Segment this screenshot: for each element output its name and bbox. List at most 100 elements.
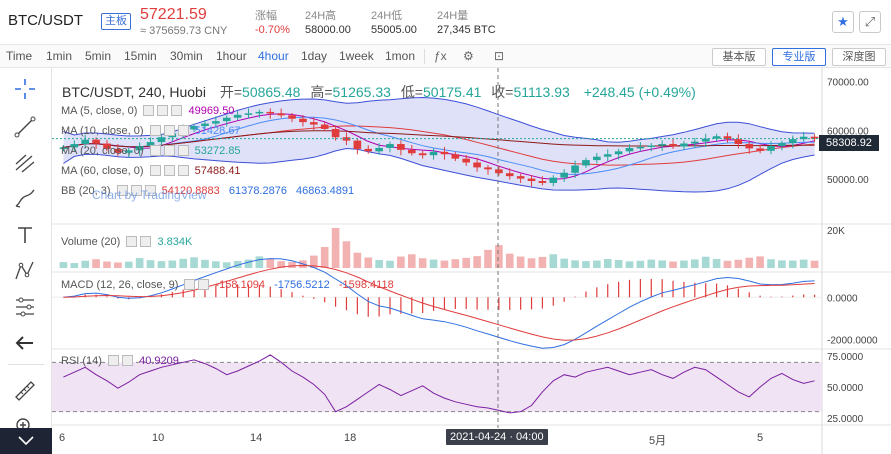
candlesticks	[52, 108, 822, 187]
favorite-star-icon[interactable]: ★	[832, 11, 854, 33]
legend-bb-upper: 61378.2876	[228, 185, 287, 197]
tf-1mon[interactable]: 1mon	[385, 49, 416, 63]
pattern-tool-icon[interactable]	[12, 258, 38, 284]
volume-bar	[647, 259, 656, 268]
volume-bar	[222, 262, 231, 268]
legend-ma20-name: MA (20, close, 0)	[61, 145, 144, 157]
chart-title-row: BTC/USDT, 240, Huobi 开=50865.48 高=51265.…	[62, 82, 696, 102]
legend-gear-icon[interactable]	[130, 185, 142, 196]
tf-1day[interactable]: 1day	[301, 49, 328, 63]
bb-fill	[63, 97, 815, 192]
trading-chart[interactable]: 70000.00 60000.00 50000.00 20K 0.0000 -2000.0…	[52, 68, 891, 454]
crosshair-tool-icon[interactable]	[12, 76, 38, 102]
chart-title: BTC/USDT, 240, Huobi	[62, 84, 206, 100]
last-price-marker: 58308.92	[819, 135, 879, 151]
legend-close-icon[interactable]	[177, 145, 189, 156]
legend-volume-value: 3.834K	[157, 236, 193, 248]
candle-body	[625, 147, 634, 152]
legend-eye-icon[interactable]	[149, 145, 161, 156]
screenshot-icon[interactable]: ⊡	[494, 49, 505, 63]
volume-bar	[157, 261, 166, 268]
tf-5min[interactable]: 5min	[85, 49, 112, 63]
volume-bar	[582, 261, 590, 268]
brush-tool-icon[interactable]	[12, 186, 38, 212]
settings-gear-icon[interactable]: ⚙	[463, 49, 474, 63]
legend-eye-icon[interactable]	[116, 185, 128, 196]
ruler-tool-icon[interactable]	[12, 378, 38, 404]
legend-bb-mid: 54120.8883	[161, 185, 220, 197]
depth-chart-button[interactable]: 深度图	[832, 48, 886, 66]
candle-body	[462, 158, 471, 163]
back-arrow-icon[interactable]	[12, 330, 38, 356]
volume-bar	[418, 258, 427, 268]
macd-y-tick: -2000.0000	[827, 336, 878, 347]
legend-gear-icon[interactable]	[184, 279, 196, 290]
volume-bar	[767, 259, 775, 268]
legend-close-icon[interactable]	[144, 185, 156, 196]
legend-close-icon[interactable]	[122, 355, 134, 366]
indicator-fx-icon[interactable]: ƒx	[434, 49, 447, 63]
text-tool-icon[interactable]	[12, 222, 38, 248]
tf-1hour[interactable]: 1hour	[216, 49, 247, 63]
legend-macd[interactable]: MACD (12, 26, close, 9) -158.1094 -1756.…	[61, 279, 394, 291]
fib-tool-icon[interactable]	[12, 150, 38, 176]
candle-body	[124, 150, 133, 153]
legend-eye-icon[interactable]	[149, 165, 161, 176]
fullscreen-icon[interactable]: ⤢	[859, 11, 881, 33]
legend-gear-icon[interactable]	[163, 125, 175, 136]
legend-gear-icon[interactable]	[157, 105, 169, 116]
legend-gear-icon[interactable]	[163, 145, 175, 156]
candle-body	[244, 113, 253, 115]
candle-body	[255, 111, 264, 114]
macd-pane	[52, 258, 822, 349]
drawing-toolbar	[0, 68, 52, 454]
change-label: 涨幅	[255, 10, 277, 22]
legend-gear-icon[interactable]	[108, 355, 120, 366]
volume-bar	[244, 259, 253, 268]
legend-bb[interactable]: BB (20, 3) 54120.8883 61378.2876 46863.4…	[61, 185, 354, 197]
legend-close-icon[interactable]	[177, 165, 189, 176]
legend-gear-icon[interactable]	[126, 236, 138, 247]
tf-30min[interactable]: 30min	[170, 49, 203, 63]
candle-body	[745, 144, 754, 149]
tf-time[interactable]: Time	[6, 49, 33, 63]
volume-bar	[146, 260, 155, 268]
x-tick: 10	[152, 432, 165, 444]
legend-close-icon[interactable]	[177, 125, 189, 136]
collapse-toolbar-chevron-down-icon[interactable]	[0, 428, 52, 454]
legend-ma5[interactable]: MA (5, close, 0) 49969.50	[61, 105, 234, 117]
measure-tool-icon[interactable]	[12, 294, 38, 320]
candle-body	[810, 136, 819, 139]
legend-ma20[interactable]: MA (20, close, 0) 53272.85	[61, 145, 241, 157]
legend-volume[interactable]: Volume (20) 3.834K	[61, 236, 192, 248]
candle-body	[560, 172, 568, 178]
volume-bar	[484, 249, 492, 268]
legend-gear-icon[interactable]	[163, 165, 175, 176]
legend-rsi[interactable]: RSI (14) 40.9209	[61, 355, 179, 367]
tf-15min[interactable]: 15min	[124, 49, 157, 63]
candle-body	[658, 144, 666, 146]
legend-volume-name: Volume (20)	[61, 236, 121, 248]
open-value: 50865.48	[242, 84, 301, 100]
chart-basic-button[interactable]: 基本版	[712, 48, 766, 66]
legend-ma10[interactable]: MA (10, close, 0) 51428.67	[61, 125, 241, 137]
tf-4hour[interactable]: 4hour	[258, 49, 289, 63]
legend-ma60[interactable]: MA (60, close, 0) 57488.41	[61, 165, 241, 177]
tf-1min[interactable]: 1min	[46, 49, 73, 63]
legend-close-icon[interactable]	[140, 236, 152, 247]
candle-body	[407, 149, 416, 154]
volume-bar	[179, 258, 187, 268]
chart-grid	[52, 68, 891, 454]
price-axes: 70000.00 60000.00 50000.00 20K 0.0000 -2000.0…	[827, 78, 878, 425]
chart-pro-button[interactable]: 专业版	[772, 48, 826, 66]
volume-bar	[680, 260, 688, 268]
chart-canvas[interactable]: 70000.00 60000.00 50000.00 20K 0.0000 -2000.0…	[52, 68, 891, 454]
tf-1week[interactable]: 1week	[339, 49, 374, 63]
candle-body	[310, 122, 318, 125]
legend-eye-icon[interactable]	[149, 125, 161, 136]
legend-close-icon[interactable]	[171, 105, 183, 116]
trend-line-tool-icon[interactable]	[12, 114, 38, 140]
volume-bar	[614, 259, 623, 268]
legend-close-icon[interactable]	[198, 279, 210, 290]
legend-eye-icon[interactable]	[143, 105, 155, 116]
